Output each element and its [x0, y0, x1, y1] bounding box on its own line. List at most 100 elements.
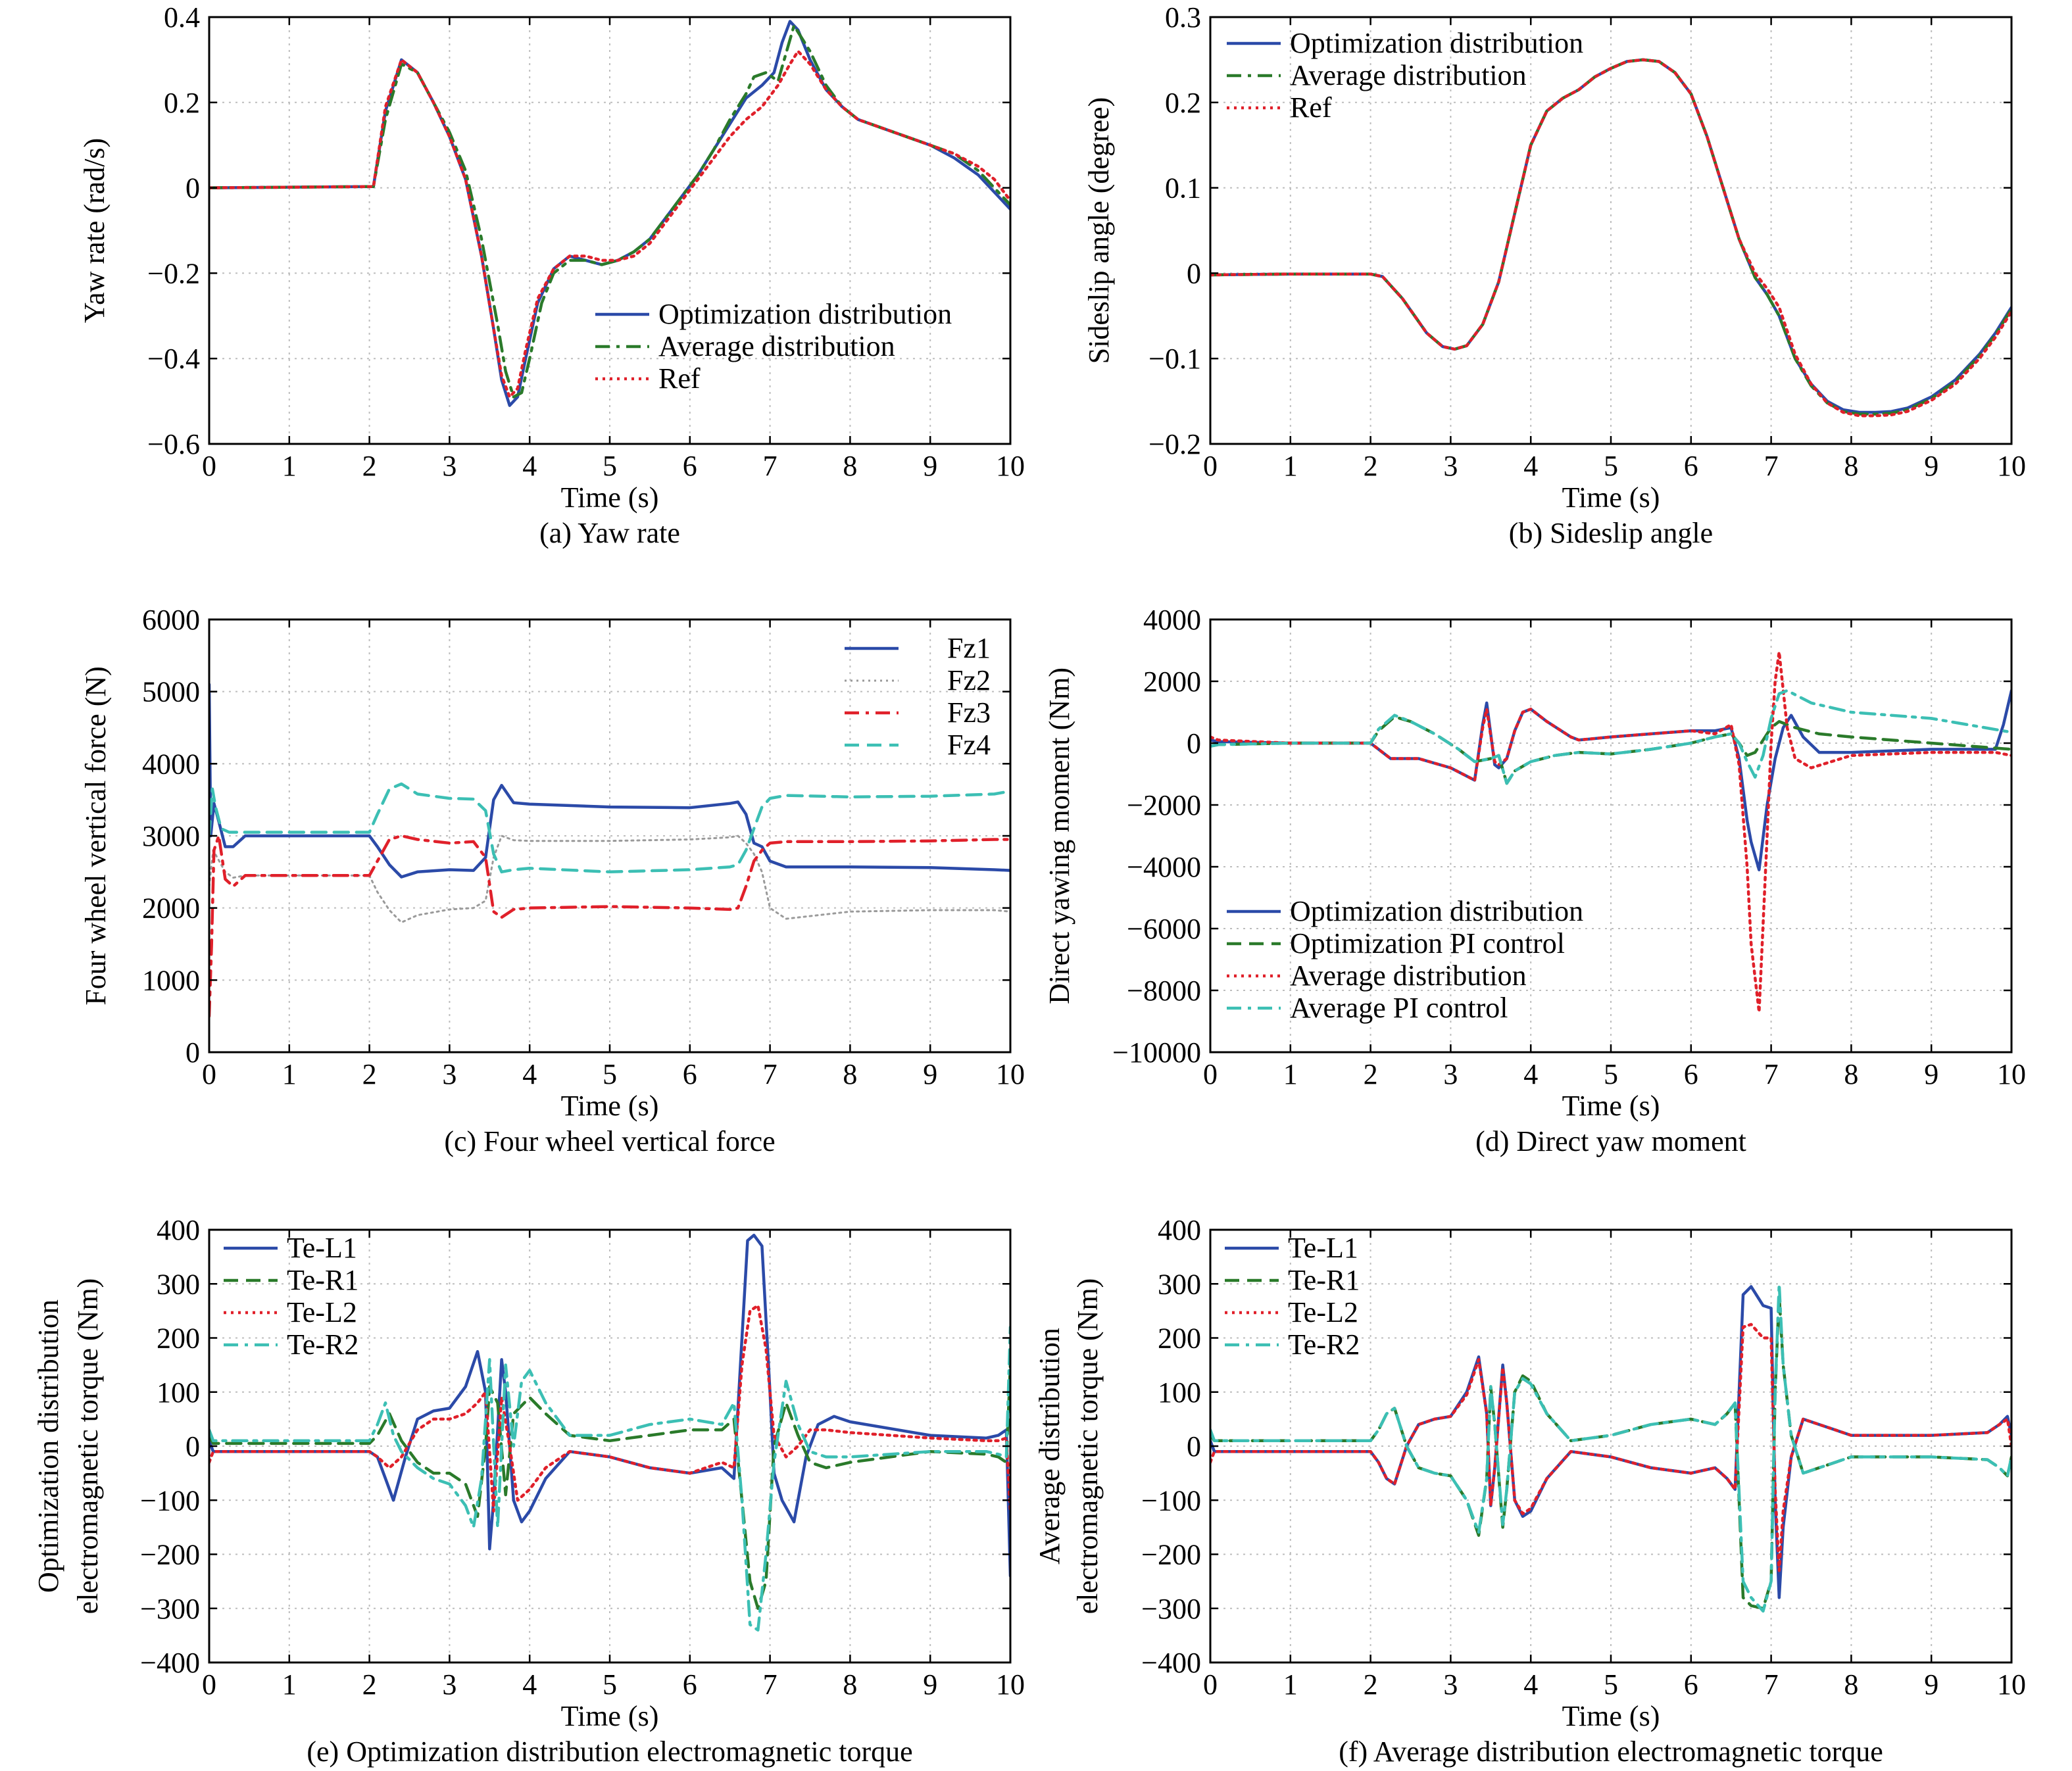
x-tick-label: 9 [1924, 1668, 1938, 1701]
x-tick-label: 7 [763, 1668, 777, 1701]
legend-label: Ref [1290, 91, 1332, 124]
legend-item: Fz2 [845, 664, 991, 696]
y-tick-label: 0.2 [1165, 87, 1201, 119]
series-group [1210, 650, 2011, 1014]
y-axis-label: Sideslip angle (degree) [1083, 97, 1115, 364]
y-tick-label: −100 [140, 1484, 200, 1516]
x-tick-label: 10 [1997, 1058, 2026, 1090]
x-tick-label: 5 [603, 1058, 617, 1090]
x-tick-label: 8 [1844, 1668, 1858, 1701]
legend-label: Fz1 [947, 632, 991, 664]
chart-caption: (e) Optimization distribution electromag… [307, 1735, 912, 1768]
chart-b: 0 1 2 3 4 5 6 7 8 9 10 −0.2 −0.1 0 0.1 0.2 0.3 Time (s) Si… [1083, 1, 2026, 549]
x-tick-label: 2 [1364, 450, 1378, 482]
y-tick-label: 400 [1158, 1214, 1201, 1246]
y-tick-label: −200 [140, 1539, 200, 1571]
legend-label: Fz3 [947, 696, 991, 729]
x-tick-label: 9 [923, 1058, 937, 1090]
x-tick-label: 2 [362, 1058, 377, 1090]
series-line-fz4 [209, 782, 1010, 874]
y-tick-label: 0 [185, 172, 200, 205]
series-line-average-distribution [1210, 58, 2011, 416]
x-tick-label: 0 [1203, 1058, 1218, 1090]
x-tick-label: 10 [1997, 1668, 2026, 1701]
chart-caption: (c) Four wheel vertical force [444, 1125, 775, 1157]
legend-label: Average distribution [1290, 59, 1527, 91]
x-tick-label: 8 [843, 1058, 857, 1090]
y-tick-label: −4000 [1127, 851, 1201, 883]
x-tick-label: 2 [1364, 1668, 1378, 1701]
y-tick-label: −100 [1141, 1484, 1201, 1516]
y-tick-label: 0 [1187, 727, 1201, 760]
y-tick-label: 2000 [1143, 666, 1201, 698]
x-tick-label: 6 [1684, 450, 1698, 482]
x-tick-label: 6 [683, 1058, 697, 1090]
legend-item: Fz1 [845, 632, 991, 664]
legend-label: Optimization distribution [658, 298, 952, 330]
legend-label: Te-L2 [287, 1296, 357, 1328]
legend-item: Te-L2 [224, 1296, 357, 1328]
x-tick-label: 1 [1283, 1668, 1298, 1701]
x-tick-label: 6 [1684, 1058, 1698, 1090]
series-line-te-l1 [1210, 1285, 2011, 1599]
x-axis-label: Time (s) [1562, 1700, 1660, 1732]
legend-label: Te-R1 [287, 1264, 358, 1296]
x-tick-label: 7 [763, 1058, 777, 1090]
legend-label: Optimization distribution [1290, 895, 1583, 927]
x-tick-label: 3 [442, 450, 456, 482]
y-tick-label: 0 [185, 1036, 200, 1069]
y-tick-label: −0.2 [147, 257, 200, 289]
y-axis-label: Direct yawing moment (Nm) [1043, 667, 1075, 1004]
y-axis-label: electromagnetic torque (Nm) [72, 1278, 104, 1614]
y-tick-label: 0.2 [164, 87, 200, 119]
x-tick-label: 6 [1684, 1668, 1698, 1701]
chart-caption: (d) Direct yaw moment [1475, 1125, 1746, 1157]
legend-label: Optimization PI control [1290, 927, 1565, 959]
x-tick-label: 9 [923, 1668, 937, 1701]
legend-item: Ref [595, 362, 701, 395]
y-tick-label: 0.3 [1165, 1, 1201, 34]
x-tick-label: 4 [1523, 1058, 1538, 1090]
legend-item: Te-L1 [224, 1232, 357, 1264]
x-tick-label: 1 [1283, 1058, 1298, 1090]
grid [1210, 1230, 2011, 1662]
x-axis-label: Time (s) [561, 1700, 659, 1732]
legend-label: Fz2 [947, 664, 991, 696]
legend-label: Average distribution [1290, 959, 1527, 992]
series-group [209, 20, 1010, 407]
legend-item: Average distribution [1227, 959, 1527, 992]
x-tick-label: 8 [1844, 1058, 1858, 1090]
x-tick-label: 3 [1443, 1058, 1458, 1090]
y-tick-label: −6000 [1127, 913, 1201, 945]
legend-item: Fz3 [845, 696, 991, 729]
x-tick-label: 7 [763, 450, 777, 482]
chart-c: 0 1 2 3 4 5 6 7 8 9 10 0 1000 2000 3000 4000 5000 6000 Tim… [80, 604, 1025, 1157]
y-tick-label: −8000 [1127, 975, 1201, 1007]
y-tick-label: 100 [1158, 1376, 1201, 1409]
chart-d: 0 1 2 3 4 5 6 7 8 9 10 −10000 −8000 −6000 −4000 −2000 0 2… [1043, 604, 2026, 1157]
y-tick-label: 0 [1187, 257, 1201, 289]
legend-item: Optimization PI control [1227, 927, 1565, 959]
x-tick-label: 5 [1604, 450, 1618, 482]
y-tick-label: 300 [157, 1268, 200, 1300]
x-tick-label: 3 [442, 1058, 456, 1090]
legend-item: Ref [1227, 91, 1332, 124]
x-tick-label: 3 [442, 1668, 456, 1701]
y-tick-label: −400 [140, 1647, 200, 1679]
series-line-te-r2 [1210, 1282, 2011, 1613]
x-tick-label: 1 [282, 1668, 297, 1701]
y-tick-label: 400 [157, 1214, 200, 1246]
x-tick-label: 0 [202, 1058, 216, 1090]
y-tick-label: 4000 [1143, 604, 1201, 636]
y-tick-label: −2000 [1127, 789, 1201, 821]
x-tick-label: 9 [923, 450, 937, 482]
y-tick-label: 0 [185, 1430, 200, 1463]
legend-item: Optimization distribution [1227, 895, 1583, 927]
x-tick-label: 4 [1523, 450, 1538, 482]
y-tick-label: 5000 [142, 676, 200, 708]
x-tick-label: 10 [996, 450, 1025, 482]
x-tick-label: 10 [1997, 450, 2026, 482]
y-tick-label: 3000 [142, 820, 200, 852]
